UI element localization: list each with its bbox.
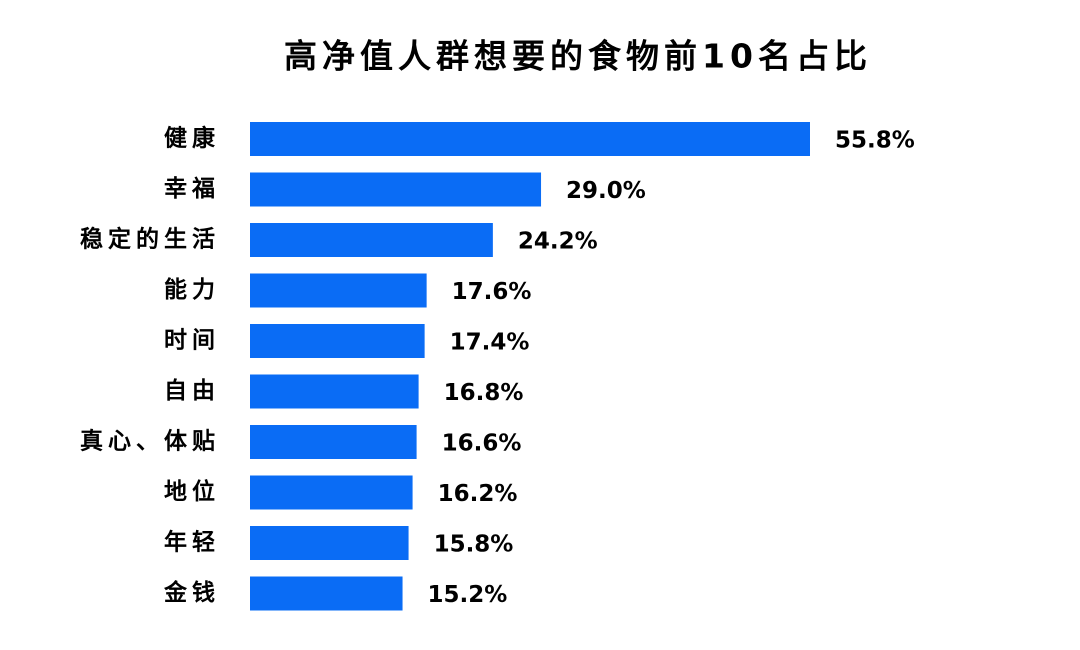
category-label: 自由 — [164, 377, 220, 404]
value-label: 16.6% — [442, 431, 522, 457]
bar — [250, 122, 810, 156]
bar — [250, 172, 542, 207]
value-label: 17.6% — [452, 279, 532, 305]
value-label: 29.0% — [566, 178, 646, 204]
category-label: 健康 — [164, 125, 220, 152]
value-label: 17.4% — [450, 330, 530, 356]
value-label: 24.2% — [518, 229, 598, 255]
category-label: 幸福 — [164, 176, 220, 202]
category-label: 能力 — [164, 276, 220, 303]
value-label: 16.8% — [444, 380, 524, 406]
bar — [250, 223, 493, 257]
bar — [250, 425, 417, 459]
value-label: 15.2% — [428, 582, 508, 608]
chart-title: 高净值人群想要的食物前10名占比 — [284, 37, 872, 76]
bar — [250, 526, 409, 560]
category-label: 真心、体贴 — [80, 428, 220, 455]
bar — [250, 273, 427, 308]
value-label: 15.8% — [434, 532, 514, 558]
category-label: 稳定的生活 — [80, 226, 220, 253]
category-label: 地位 — [164, 478, 220, 505]
bar — [250, 374, 419, 409]
category-label: 金钱 — [163, 579, 220, 606]
bar — [250, 475, 413, 510]
bar — [250, 324, 425, 358]
value-label: 55.8% — [835, 128, 915, 154]
value-label: 16.2% — [438, 481, 518, 507]
bar — [250, 576, 403, 611]
category-label: 年轻 — [164, 529, 220, 556]
category-label: 时间 — [164, 328, 220, 354]
